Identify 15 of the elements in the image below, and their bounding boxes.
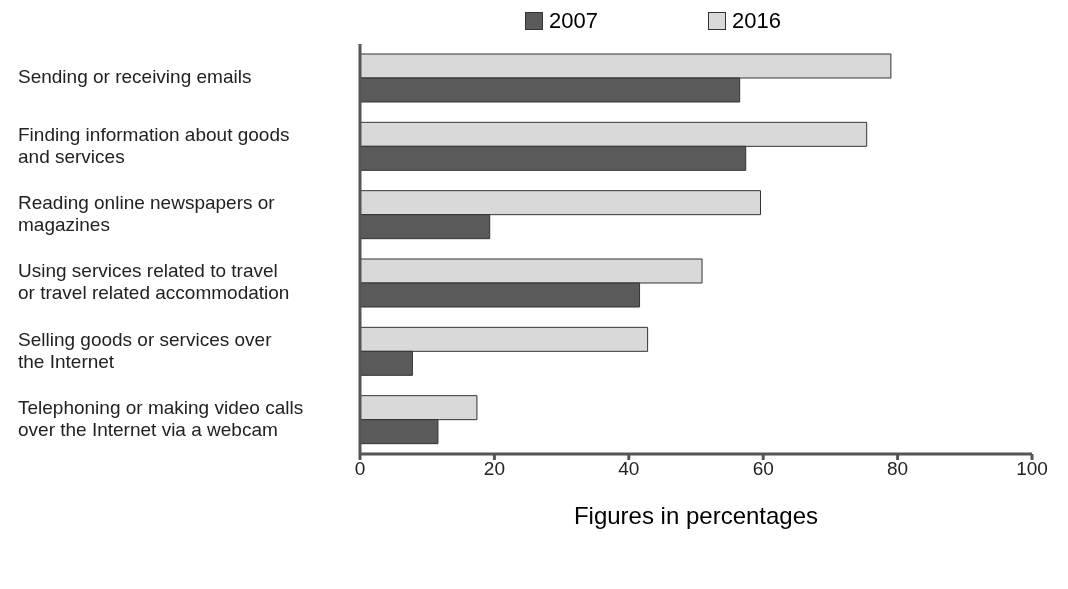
x-tick-label: 20 bbox=[483, 458, 505, 480]
x-tick-label: 100 bbox=[1016, 458, 1048, 480]
x-tick-label: 60 bbox=[752, 458, 774, 480]
y-tick-label: Reading online newspapers or magazines bbox=[18, 191, 276, 235]
legend-label: 2007 bbox=[549, 8, 598, 34]
y-tick-label: Telephoning or making video calls over the Internet via a webcam bbox=[18, 396, 304, 440]
x-tick-label: 0 bbox=[354, 458, 366, 480]
y-tick-label: Selling goods or services over the Internet bbox=[18, 328, 273, 372]
y-tick-label: Using services related to travel or travel related accommodation bbox=[18, 260, 290, 304]
x-axis-title: Figures in percentages bbox=[572, 502, 820, 530]
legend-label: 2016 bbox=[732, 8, 781, 34]
x-tick-label: 80 bbox=[887, 458, 909, 480]
y-tick-label: Finding information about goods and services bbox=[18, 123, 290, 167]
x-tick-label: 40 bbox=[618, 458, 640, 480]
y-tick-label: Sending or receiving emails bbox=[18, 66, 252, 88]
